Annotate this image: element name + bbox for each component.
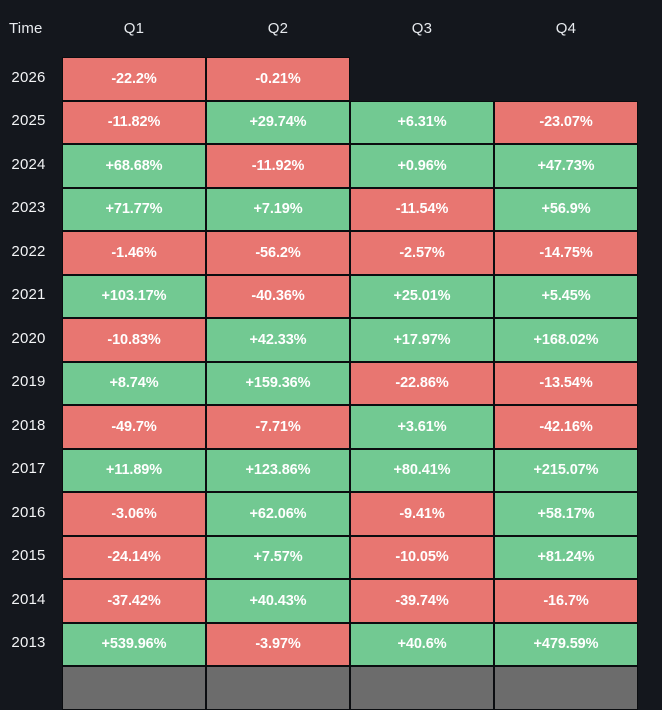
return-cell: +62.06% (206, 492, 350, 536)
time-column-header: Time (9, 20, 43, 37)
return-cell: -22.2% (62, 57, 206, 101)
return-cell: +68.68% (62, 144, 206, 188)
table-row: 2022 -1.46% -56.2% -2.57% -14.75% (0, 231, 638, 275)
return-cell: -11.54% (350, 187, 494, 231)
return-cell: -42.16% (494, 405, 638, 449)
return-cell: +40.43% (206, 579, 350, 623)
quarterly-returns-table: Time Q1 Q2 Q3 Q4 2026 -22.2% -0.21% 2025… (0, 0, 638, 710)
table-row: 2025 -11.82% +29.74% +6.31% -23.07% (0, 100, 638, 144)
return-cell: -9.41% (350, 492, 494, 536)
return-cell: -39.74% (350, 579, 494, 623)
row-year-label: 2024 (11, 155, 46, 173)
return-cell: +56.9% (494, 187, 638, 231)
return-cell: +81.24% (494, 535, 638, 579)
return-cell (494, 666, 638, 710)
return-cell: +47.73% (494, 144, 638, 188)
return-cell: +42.33% (206, 318, 350, 362)
row-year-label: 2014 (11, 590, 46, 608)
return-cell: +8.74% (62, 361, 206, 405)
return-cell: +6.31% (350, 100, 494, 144)
row-year-label (0, 666, 62, 710)
table-row: 2021 +103.17% -40.36% +25.01% +5.45% (0, 274, 638, 318)
column-header-q4: Q4 (555, 20, 577, 37)
return-cell (62, 666, 206, 710)
table-row: 2018 -49.7% -7.71% +3.61% -42.16% (0, 405, 638, 449)
return-cell: -14.75% (494, 231, 638, 275)
return-cell: +80.41% (350, 448, 494, 492)
return-cell: +25.01% (350, 274, 494, 318)
row-year-label: 2023 (11, 199, 46, 217)
column-header-q1: Q1 (123, 20, 145, 37)
return-cell: -3.06% (62, 492, 206, 536)
row-year-label: 2015 (11, 547, 46, 565)
return-cell: +215.07% (494, 448, 638, 492)
return-cell: -23.07% (494, 100, 638, 144)
return-cell: +17.97% (350, 318, 494, 362)
table-header: Time Q1 Q2 Q3 Q4 (0, 0, 638, 57)
row-year-label: 2026 (11, 68, 46, 86)
return-cell: +0.96% (350, 144, 494, 188)
return-cell: +168.02% (494, 318, 638, 362)
row-year-label: 2017 (11, 460, 46, 478)
return-cell (206, 666, 350, 710)
table-row: 2023 +71.77% +7.19% -11.54% +56.9% (0, 187, 638, 231)
row-year-label: 2022 (11, 242, 46, 260)
return-cell: -22.86% (350, 361, 494, 405)
return-cell: -10.83% (62, 318, 206, 362)
return-cell: -3.97% (206, 622, 350, 666)
return-cell: -56.2% (206, 231, 350, 275)
return-cell: +3.61% (350, 405, 494, 449)
table-row: 2013 +539.96% -3.97% +40.6% +479.59% (0, 622, 638, 666)
row-year-label: 2018 (11, 416, 46, 434)
return-cell: +539.96% (62, 622, 206, 666)
column-header-q2: Q2 (267, 20, 289, 37)
return-cell: +58.17% (494, 492, 638, 536)
returns-table-body: 2026 -22.2% -0.21% 2025 -11.82% +29.74% … (0, 57, 638, 710)
table-row: 2019 +8.74% +159.36% -22.86% -13.54% (0, 361, 638, 405)
return-cell: -10.05% (350, 535, 494, 579)
row-year-label: 2021 (11, 286, 46, 304)
return-cell: -40.36% (206, 274, 350, 318)
table-row: 2026 -22.2% -0.21% (0, 57, 638, 101)
return-cell: -2.57% (350, 231, 494, 275)
return-cell: -7.71% (206, 405, 350, 449)
return-cell: +11.89% (62, 448, 206, 492)
return-cell: +123.86% (206, 448, 350, 492)
column-header-q3: Q3 (411, 20, 433, 37)
table-row: 2024 +68.68% -11.92% +0.96% +47.73% (0, 144, 638, 188)
return-cell (350, 57, 494, 101)
row-year-label: 2019 (11, 373, 46, 391)
return-cell: +71.77% (62, 187, 206, 231)
return-cell: +5.45% (494, 274, 638, 318)
table-row: 2014 -37.42% +40.43% -39.74% -16.7% (0, 579, 638, 623)
table-row: 2020 -10.83% +42.33% +17.97% +168.02% (0, 318, 638, 362)
return-cell: +7.57% (206, 535, 350, 579)
table-row: 2015 -24.14% +7.57% -10.05% +81.24% (0, 535, 638, 579)
return-cell: -1.46% (62, 231, 206, 275)
return-cell: +479.59% (494, 622, 638, 666)
return-cell: -11.82% (62, 100, 206, 144)
return-cell (494, 57, 638, 101)
return-cell (350, 666, 494, 710)
return-cell: -13.54% (494, 361, 638, 405)
return-cell: -16.7% (494, 579, 638, 623)
return-cell: +29.74% (206, 100, 350, 144)
row-year-label: 2013 (11, 634, 46, 652)
row-year-label: 2016 (11, 503, 46, 521)
return-cell: +159.36% (206, 361, 350, 405)
return-cell: -37.42% (62, 579, 206, 623)
return-cell: -0.21% (206, 57, 350, 101)
return-cell: -11.92% (206, 144, 350, 188)
row-year-label: 2020 (11, 329, 46, 347)
return-cell: +7.19% (206, 187, 350, 231)
return-cell: +103.17% (62, 274, 206, 318)
return-cell: +40.6% (350, 622, 494, 666)
row-year-label: 2025 (11, 112, 46, 130)
return-cell: -24.14% (62, 535, 206, 579)
table-row (0, 666, 638, 710)
return-cell: -49.7% (62, 405, 206, 449)
table-row: 2017 +11.89% +123.86% +80.41% +215.07% (0, 448, 638, 492)
table-row: 2016 -3.06% +62.06% -9.41% +58.17% (0, 492, 638, 536)
